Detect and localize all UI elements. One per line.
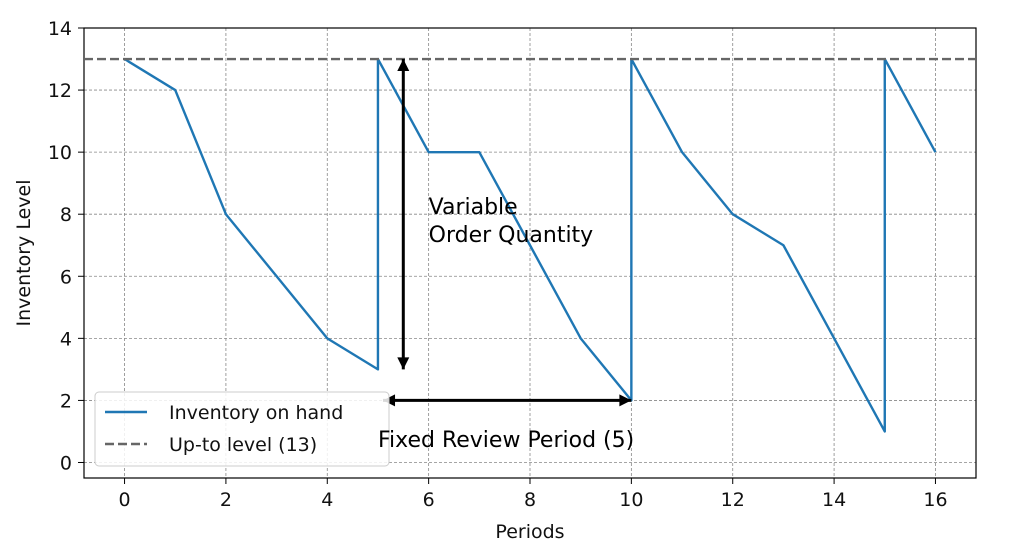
y-tick-label: 2 [60,390,72,412]
annotation-arrows [383,59,632,407]
y-tick-label: 10 [48,142,72,164]
y-axis-title: Inventory Level [13,180,35,327]
x-tick-label: 14 [822,489,846,511]
x-tick-label: 16 [923,489,947,511]
arrow-head [619,394,632,407]
x-tick-label: 0 [118,489,130,511]
annotations: Variable Order Quantity Fixed Review Perio… [378,195,634,453]
inventory-line [123,57,937,433]
x-tick-label: 4 [321,489,333,511]
axes-ticks: 0 2 4 6 8 10 12 14 16 0 2 4 6 8 10 12 14 [48,18,948,511]
arrow-head [397,357,410,370]
x-tick-label: 6 [423,489,435,511]
variable-order-quantity-label: Order Quantity [429,223,594,248]
fixed-review-period-label: Fixed Review Period (5) [378,428,634,453]
x-tick-label: 10 [619,489,643,511]
series-layer [84,57,976,433]
y-tick-label: 6 [60,266,72,288]
legend: Inventory on hand Up-to level (13) [94,391,390,467]
y-tick-label: 4 [60,328,72,350]
legend-label: Inventory on hand [169,402,343,424]
legend-box [94,391,390,467]
y-tick-label: 0 [60,452,72,474]
y-tick-label: 8 [60,204,72,226]
y-tick-label: 14 [48,18,72,40]
x-tick-label: 2 [220,489,232,511]
x-tick-label: 12 [721,489,745,511]
x-tick-label: 8 [524,489,536,511]
y-tick-label: 12 [48,80,72,102]
x-axis-title: Periods [495,521,564,543]
arrow-head [397,59,410,72]
variable-order-quantity-label: Variable [429,195,518,220]
legend-label: Up-to level (13) [169,434,317,456]
